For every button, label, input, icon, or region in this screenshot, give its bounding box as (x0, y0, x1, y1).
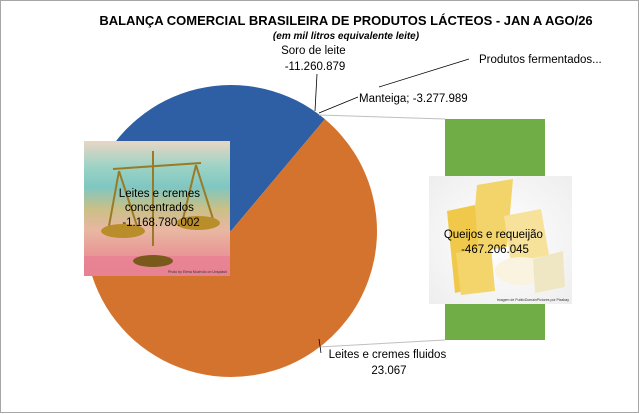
cheese-icon (447, 179, 565, 295)
leader-line-fluidos (318, 338, 322, 354)
chart-title: BALANÇA COMERCIAL BRASILEIRA DE PRODUTOS… (99, 13, 592, 28)
left-photo-credit: Photo by Elena Mozhvilo on Unsplash (168, 270, 227, 274)
balance-scale-photo: Photo by Elena Mozhvilo on Unsplash (84, 141, 230, 276)
chart-subtitle: (em mil litros equivalente leite) (273, 31, 420, 42)
scale-icon (108, 151, 214, 246)
label-soro-de-leite: Soro de leite -11.260.879 (281, 45, 349, 73)
connector-bottom (318, 339, 446, 348)
leader-line-soro (314, 73, 318, 112)
label-leites-concentrados: Leites e cremes concentrados -1.168.780.… (119, 188, 203, 229)
label-produtos-fermentados: Produtos fermentados... (479, 54, 602, 66)
label-manteiga: Manteiga; -3.277.989 (359, 93, 468, 105)
leader-line-fermentados (378, 58, 470, 88)
pie-slice-3 (231, 119, 378, 378)
leader-line-manteiga (318, 96, 359, 114)
label-queijos-requeijao: Queijos e requeijão -467.206.045 (444, 229, 546, 256)
connector-top (318, 114, 446, 120)
cheese-photo: Imagem de PublicDomainPictures por Pixab… (429, 176, 572, 304)
label-leites-fluidos: Leites e cremes fluidos 23.067 (329, 349, 450, 377)
right-photo-credit: Imagem de PublicDomainPictures por Pixab… (497, 298, 569, 302)
